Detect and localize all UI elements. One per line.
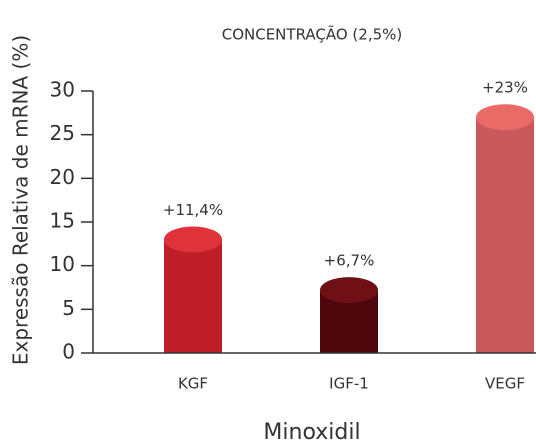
y-axis-label: Expressão Relativa de mRNA (%) (9, 35, 33, 365)
annotation: +6,7% (324, 252, 375, 270)
y-tick-label: 5 (62, 296, 75, 320)
x-tick-label: VEGF (485, 375, 525, 393)
x-tick-label: IGF-1 (329, 375, 369, 393)
annotation: +11,4% (163, 201, 223, 219)
y-tick-label: 15 (50, 209, 75, 233)
annotation: +23% (482, 79, 528, 97)
chart-title: CONCENTRAÇÃO (2,5%) (222, 25, 403, 44)
bar-top (164, 226, 222, 253)
bar-top (476, 104, 534, 131)
bar (476, 117, 534, 353)
y-tick-label: 20 (50, 165, 75, 189)
y-tick-label: 30 (50, 78, 75, 102)
x-axis-label: Minoxidil (263, 420, 360, 445)
bar-top (320, 277, 378, 304)
bar (164, 239, 222, 353)
y-tick-label: 0 (62, 340, 75, 364)
y-tick-label: 25 (50, 121, 75, 145)
x-tick-label: KGF (178, 375, 208, 393)
y-tick-label: 10 (50, 252, 75, 276)
